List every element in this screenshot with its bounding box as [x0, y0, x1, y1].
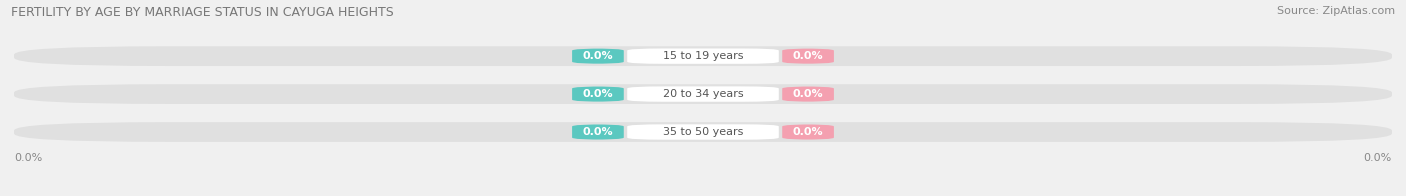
Text: 35 to 50 years: 35 to 50 years — [662, 127, 744, 137]
FancyBboxPatch shape — [627, 86, 779, 102]
FancyBboxPatch shape — [14, 84, 1392, 104]
Text: Source: ZipAtlas.com: Source: ZipAtlas.com — [1277, 6, 1395, 16]
Text: 0.0%: 0.0% — [14, 153, 42, 163]
Text: 20 to 34 years: 20 to 34 years — [662, 89, 744, 99]
FancyBboxPatch shape — [627, 124, 779, 140]
FancyBboxPatch shape — [627, 48, 779, 64]
Text: 0.0%: 0.0% — [582, 51, 613, 61]
FancyBboxPatch shape — [782, 86, 834, 102]
Text: 15 to 19 years: 15 to 19 years — [662, 51, 744, 61]
Text: 0.0%: 0.0% — [582, 89, 613, 99]
FancyBboxPatch shape — [572, 124, 624, 140]
Text: 0.0%: 0.0% — [793, 89, 824, 99]
FancyBboxPatch shape — [782, 124, 834, 140]
FancyBboxPatch shape — [572, 48, 624, 64]
Text: 0.0%: 0.0% — [793, 127, 824, 137]
FancyBboxPatch shape — [782, 48, 834, 64]
Text: FERTILITY BY AGE BY MARRIAGE STATUS IN CAYUGA HEIGHTS: FERTILITY BY AGE BY MARRIAGE STATUS IN C… — [11, 6, 394, 19]
Text: 0.0%: 0.0% — [582, 127, 613, 137]
FancyBboxPatch shape — [14, 46, 1392, 66]
Text: 0.0%: 0.0% — [793, 51, 824, 61]
FancyBboxPatch shape — [14, 122, 1392, 142]
FancyBboxPatch shape — [572, 86, 624, 102]
Text: 0.0%: 0.0% — [1364, 153, 1392, 163]
